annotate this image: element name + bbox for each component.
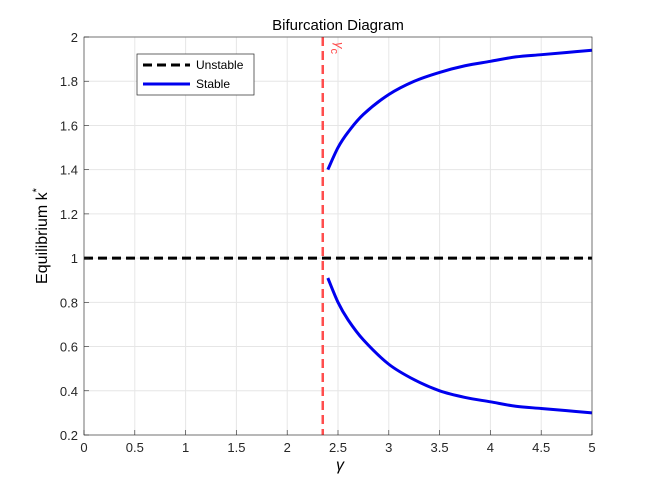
- y-tick-label: 1.8: [60, 74, 78, 89]
- y-tick-label: 1: [71, 251, 78, 266]
- legend-label-unstable: Unstable: [196, 58, 244, 72]
- x-tick-label: 0.5: [126, 440, 144, 455]
- critical-line-label-subscript: c: [328, 49, 340, 55]
- x-tick-label: 2.5: [329, 440, 347, 455]
- y-tick-label: 1.2: [60, 207, 78, 222]
- legend: Unstable Stable: [136, 53, 255, 96]
- svg-text:Equilibrium k*: Equilibrium k*: [31, 187, 51, 284]
- x-tick-label: 5: [588, 440, 595, 455]
- y-tick-label: 1.4: [60, 163, 78, 178]
- chart-title: Bifurcation Diagram: [272, 17, 404, 34]
- stable-curve-lower: [326, 277, 593, 415]
- critical-line-label-group: γc: [328, 42, 347, 55]
- x-tick-label: 1.5: [227, 440, 245, 455]
- y-tick-label: 0.6: [60, 340, 78, 355]
- x-tick-label: 1: [182, 440, 189, 455]
- y-tick-label: 0.4: [60, 384, 78, 399]
- stable-curve-upper: [326, 48, 593, 171]
- y-tick-label: 0.8: [60, 295, 78, 310]
- y-tick-label: 0.2: [60, 428, 78, 443]
- x-tick-label: 3: [385, 440, 392, 455]
- y-tick-label: 2: [71, 30, 78, 45]
- y-axis-label-superscript: *: [31, 187, 43, 192]
- x-tick-label: 3.5: [431, 440, 449, 455]
- x-tick-label: 4: [487, 440, 494, 455]
- y-tick-label: 1.6: [60, 118, 78, 133]
- critical-line-label: γc: [328, 42, 347, 55]
- ticks: 0 0.5 1 1.5 2 2.5 3 3.5 4 4.5 5 0.2 0.4 0.6 0.8 1 1.2 1.4…: [60, 30, 596, 455]
- y-axis-label: Equilibrium k: [34, 191, 51, 284]
- x-axis-label: γ: [336, 457, 345, 474]
- legend-label-stable: Stable: [196, 77, 230, 91]
- x-tick-label: 4.5: [532, 440, 550, 455]
- series-layer: [84, 48, 593, 415]
- critical-line-layer: γc: [321, 37, 347, 435]
- x-tick-label: 0: [80, 440, 87, 455]
- legend-box: [136, 53, 255, 96]
- critical-line-label-main: γ: [332, 42, 347, 50]
- x-tick-label: 2: [284, 440, 291, 455]
- y-axis-label-group: Equilibrium k*: [31, 187, 51, 284]
